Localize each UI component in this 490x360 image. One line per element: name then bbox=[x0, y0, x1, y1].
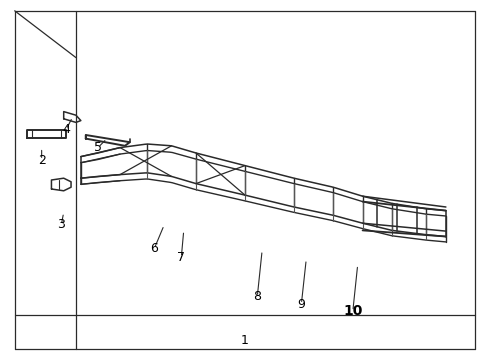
Text: 6: 6 bbox=[150, 242, 158, 255]
Text: 7: 7 bbox=[177, 251, 185, 264]
Text: 9: 9 bbox=[297, 298, 305, 311]
Text: 8: 8 bbox=[253, 291, 261, 303]
Text: 10: 10 bbox=[343, 305, 363, 318]
Text: 2: 2 bbox=[38, 154, 46, 167]
Text: 4: 4 bbox=[62, 123, 70, 136]
Text: 3: 3 bbox=[57, 219, 65, 231]
Text: 5: 5 bbox=[94, 141, 102, 154]
Text: 1: 1 bbox=[241, 334, 249, 347]
